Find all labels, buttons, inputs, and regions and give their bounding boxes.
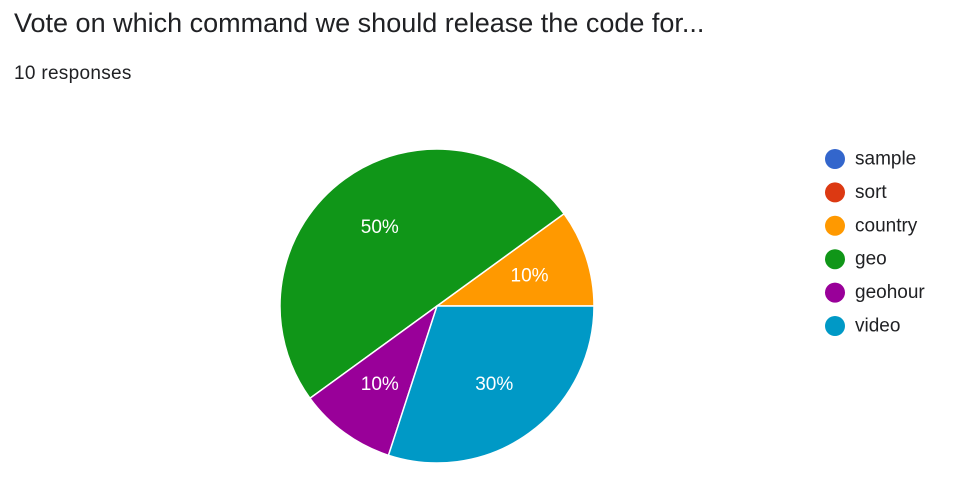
slice-label-video: 30% [475, 374, 513, 395]
legend-swatch-geohour [825, 282, 845, 303]
legend-swatch-video [825, 316, 845, 336]
pie-slice-geohour[interactable] [308, 304, 439, 457]
slice-label-geo: 50% [361, 217, 399, 238]
pie-slice-labels: 10% 50% 10% 30% [361, 217, 549, 395]
legend-item-sample[interactable]: sample [825, 149, 916, 170]
pie-slice-country[interactable] [434, 212, 595, 307]
pie-slices [279, 148, 595, 464]
legend-label-video: video [855, 316, 900, 337]
response-count: 10 responses [14, 63, 132, 84]
pie-slice-geo[interactable] [279, 148, 566, 400]
legend-swatch-country [825, 215, 845, 236]
legend-swatch-sort [825, 182, 845, 203]
legend-item-video[interactable]: video [825, 316, 900, 337]
legend: sample sort country geo geohour video [825, 149, 925, 337]
chart-title: Vote on which command we should release … [14, 8, 705, 38]
legend-item-sort[interactable]: sort [825, 182, 887, 203]
slice-label-country: 10% [511, 265, 549, 286]
legend-label-country: country [855, 215, 918, 236]
slice-label-geohour: 10% [361, 374, 399, 395]
legend-label-sample: sample [855, 149, 916, 170]
legend-label-sort: sort [855, 182, 887, 203]
legend-item-geo[interactable]: geo [825, 249, 887, 270]
legend-label-geo: geo [855, 249, 887, 270]
legend-label-geohour: geohour [855, 282, 925, 303]
legend-swatch-sample [825, 149, 845, 169]
legend-swatch-geo [825, 249, 845, 270]
legend-item-geohour[interactable]: geohour [825, 282, 925, 303]
legend-item-country[interactable]: country [825, 215, 918, 236]
pie-slice-video[interactable] [387, 305, 595, 464]
